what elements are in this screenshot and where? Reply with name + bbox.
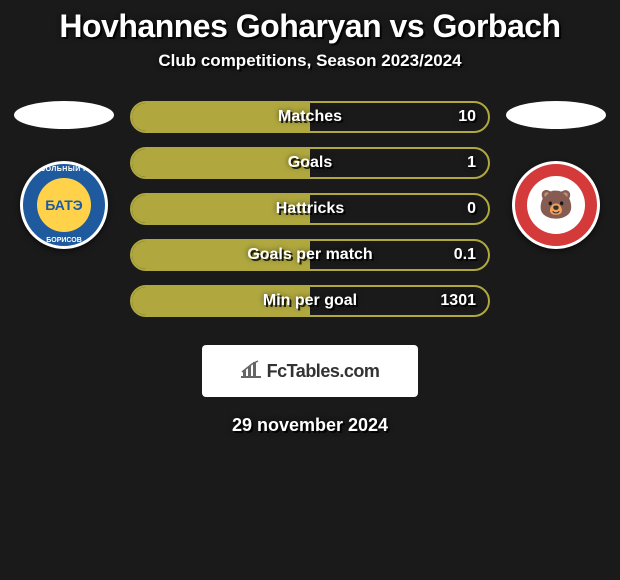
subtitle: Club competitions, Season 2023/2024 xyxy=(0,51,620,71)
brand-name: FcTables.com xyxy=(267,361,380,382)
stat-label: Matches xyxy=(188,108,432,126)
club-badge-right: 🐻 xyxy=(512,161,600,249)
stat-row-goals-per-match: Goals per match 0.1 xyxy=(130,239,490,271)
player-oval-right xyxy=(506,101,606,129)
stat-row-matches: Matches 10 xyxy=(130,101,490,133)
stat-label: Hattricks xyxy=(188,200,432,218)
comparison-card: Hovhannes Goharyan vs Gorbach Club compe… xyxy=(0,0,620,436)
stat-right-value: 0.1 xyxy=(432,246,476,264)
stat-label: Goals xyxy=(188,154,432,172)
stat-right-value: 0 xyxy=(432,200,476,218)
badge-figure-icon: 🐻 xyxy=(539,191,574,219)
stat-right-value: 10 xyxy=(432,108,476,126)
stat-label: Goals per match xyxy=(188,246,432,264)
badge-text-left: БАТЭ xyxy=(45,197,82,213)
stat-row-hattricks: Hattricks 0 xyxy=(130,193,490,225)
stat-right-value: 1 xyxy=(432,154,476,172)
stat-label: Min per goal xyxy=(188,292,432,310)
club-badge-left: ФУТБОЛЬНЫЙ КЛУБ БАТЭ БОРИСОВ xyxy=(20,161,108,249)
badge-ring-text-top: ФУТБОЛЬНЫЙ КЛУБ xyxy=(23,166,105,173)
brand-box: FcTables.com xyxy=(202,345,418,397)
stat-row-min-per-goal: Min per goal 1301 xyxy=(130,285,490,317)
stat-right-value: 1301 xyxy=(432,292,476,310)
stat-row-goals: Goals 1 xyxy=(130,147,490,179)
page-title: Hovhannes Goharyan vs Gorbach xyxy=(0,8,620,45)
right-side: 🐻 xyxy=(506,101,606,249)
stats-column: Matches 10 Goals 1 Hattricks 0 Goals per… xyxy=(130,101,490,317)
left-side: ФУТБОЛЬНЫЙ КЛУБ БАТЭ БОРИСОВ xyxy=(14,101,114,249)
badge-ring-text-bottom: БОРИСОВ xyxy=(23,237,105,244)
player-oval-left xyxy=(14,101,114,129)
chart-icon xyxy=(241,360,261,383)
date-text: 29 november 2024 xyxy=(0,415,620,436)
badge-inner-left: БАТЭ xyxy=(37,178,91,232)
main-row: ФУТБОЛЬНЫЙ КЛУБ БАТЭ БОРИСОВ Matches 10 … xyxy=(0,101,620,317)
